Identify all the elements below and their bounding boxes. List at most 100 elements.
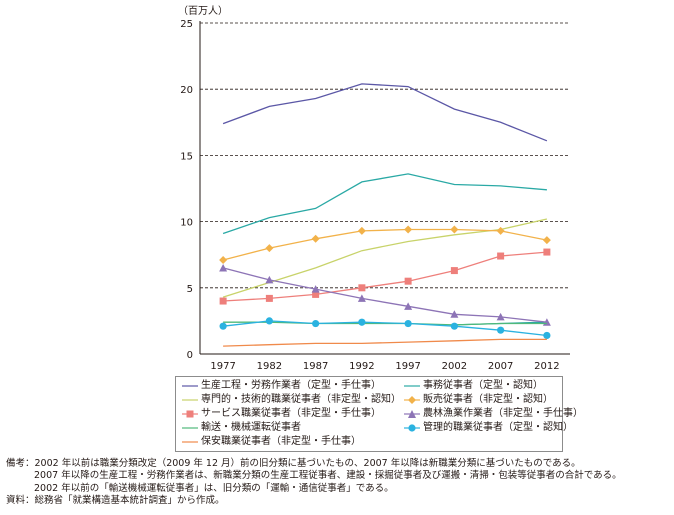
legend-label: 生産工程・労務作業者（定型・手仕事） (201, 380, 381, 391)
x-tick-label: 1982 (257, 361, 282, 372)
data-point (219, 297, 227, 305)
y-axis-unit-label: （百万人） (178, 5, 228, 17)
data-point (543, 331, 551, 340)
data-point (219, 263, 228, 272)
series-line (222, 173, 547, 235)
data-point (450, 310, 459, 318)
x-tick-label: 1987 (303, 361, 328, 372)
data-point (265, 317, 273, 325)
data-point (542, 236, 551, 245)
legend-swatch (182, 399, 198, 401)
series-7 (219, 317, 551, 340)
data-point (311, 285, 320, 293)
series-group (219, 83, 551, 347)
note-text: 2007 年以降の生産工程・労務作業者は、新職業分類の生産工程従事者、建設・採掘… (34, 470, 622, 482)
legend-item-clerical: 事務従事者（定型・認知） (404, 379, 543, 393)
data-point (496, 226, 505, 235)
series-4 (219, 248, 551, 305)
legend-swatch (404, 396, 420, 404)
note-line: 2007 年以降の生産工程・労務作業者は、新職業分類の生産工程従事者、建設・採掘… (6, 470, 670, 482)
series-0 (222, 83, 548, 142)
legend: 生産工程・労務作業者（定型・手仕事） 事務従事者（定型・認知） 専門的・技術的職… (175, 376, 583, 452)
notes: 備考：2002 年以前は職業分類改定（2009 年 12 月）前の旧分類に基づい… (6, 458, 670, 508)
legend-label: 事務従事者（定型・認知） (423, 380, 543, 391)
legend-label: 販売従事者（非定型・認知） (423, 394, 553, 405)
legend-item-sales: 販売従事者（非定型・認知） (404, 393, 553, 407)
data-point (450, 225, 459, 234)
legend-item-management: 管理的職業従事者（定型・認知） (404, 421, 573, 435)
data-point (358, 318, 366, 326)
series-9 (222, 173, 547, 235)
data-point (312, 319, 320, 328)
data-point (450, 322, 458, 330)
series-5 (219, 263, 551, 326)
data-point (497, 252, 505, 260)
legend-item-production: 生産工程・労務作業者（定型・手仕事） (182, 379, 381, 393)
gridlines (200, 22, 570, 289)
note-text: 2002 年以前は職業分類改定（2009 年 12 月）前の旧分類に基づいたもの… (34, 458, 581, 469)
series-3 (219, 225, 551, 264)
legend-item-security: 保安職業従事者（非定型・手仕事） (182, 435, 361, 449)
note-line: 資料：総務省「就業構造基本統計調査」から作成。 (6, 495, 670, 507)
note-line: 2002 年以前の「輸送機械運転従事者」は、旧分類の「運輸・通信従事者」である。 (6, 483, 670, 495)
series-line (222, 228, 548, 261)
x-tick-label: 2012 (534, 361, 559, 372)
legend-label: 輸送・機械運転従事者 (201, 422, 301, 433)
data-point (496, 312, 505, 321)
legend-swatch (182, 410, 198, 418)
series-8 (223, 338, 547, 347)
legend-swatch (404, 424, 420, 432)
series-line (223, 338, 547, 347)
note-text: 総務省「就業構造基本統計調査」から作成。 (34, 495, 225, 507)
legend-item-service: サービス職業従事者（非定型・手仕事） (182, 407, 381, 421)
y-tick-label: 5 (187, 284, 193, 295)
y-tick-label: 15 (180, 151, 193, 162)
data-point (404, 225, 413, 234)
legend-label: 管理的職業従事者（定型・認知） (423, 422, 573, 433)
x-tick-label: 2007 (488, 361, 513, 372)
data-point (358, 284, 366, 292)
legend-swatch (404, 385, 420, 387)
data-point (404, 319, 412, 328)
series-line (223, 320, 547, 337)
x-tick-label: 2002 (442, 361, 467, 372)
data-point (265, 275, 274, 284)
x-tick-label: 1997 (395, 361, 420, 372)
series-line (223, 251, 547, 302)
legend-item-agriculture: 農林漁業作業者（非定型・手仕事） (404, 407, 583, 421)
legend-label: 専門的・技術的職業従事者（非定型・認知） (201, 394, 401, 405)
legend-label: 保安職業従事者（非定型・手仕事） (201, 436, 361, 447)
data-point (450, 267, 458, 275)
data-point (219, 322, 227, 330)
data-point (265, 294, 273, 302)
y-tick-label: 20 (180, 85, 193, 96)
data-point (219, 255, 228, 264)
note-prefix: 備考： (6, 458, 35, 469)
data-point (404, 302, 413, 310)
legend-label: サービス職業従事者（非定型・手仕事） (201, 408, 381, 419)
data-point (497, 326, 505, 334)
data-point (265, 244, 274, 253)
line-chart: 0 5 10 15 20 25 1977 1982 1987 1992 1997 2002 2007 20… (178, 5, 570, 372)
x-tick-label: 1977 (210, 361, 235, 372)
y-tick-label: 0 (187, 350, 193, 361)
legend-swatch (182, 427, 198, 429)
legend-swatch (182, 441, 198, 443)
legend-item-transport: 輸送・機械運転従事者 (182, 421, 301, 435)
series-line (222, 267, 547, 323)
data-point (357, 226, 366, 235)
note-text: 2002 年以前の「輸送機械運転従事者」は、旧分類の「運輸・通信従事者」である。 (34, 482, 394, 494)
legend-label: 農林漁業作業者（非定型・手仕事） (423, 408, 583, 419)
data-point (312, 290, 320, 298)
data-point (543, 248, 551, 256)
note-prefix: 資料： (6, 495, 35, 507)
legend-item-professional: 専門的・技術的職業従事者（非定型・認知） (182, 393, 401, 407)
y-tick-label: 25 (180, 19, 193, 30)
legend-swatch (404, 410, 420, 418)
data-point (404, 277, 412, 285)
axes: 0 5 10 15 20 25 1977 1982 1987 1992 1997 2002 2007 20… (180, 19, 570, 372)
data-point (357, 294, 366, 302)
data-point (311, 234, 320, 243)
y-tick-label: 10 (180, 218, 193, 229)
note-line: 備考：2002 年以前は職業分類改定（2009 年 12 月）前の旧分類に基づい… (6, 458, 670, 470)
